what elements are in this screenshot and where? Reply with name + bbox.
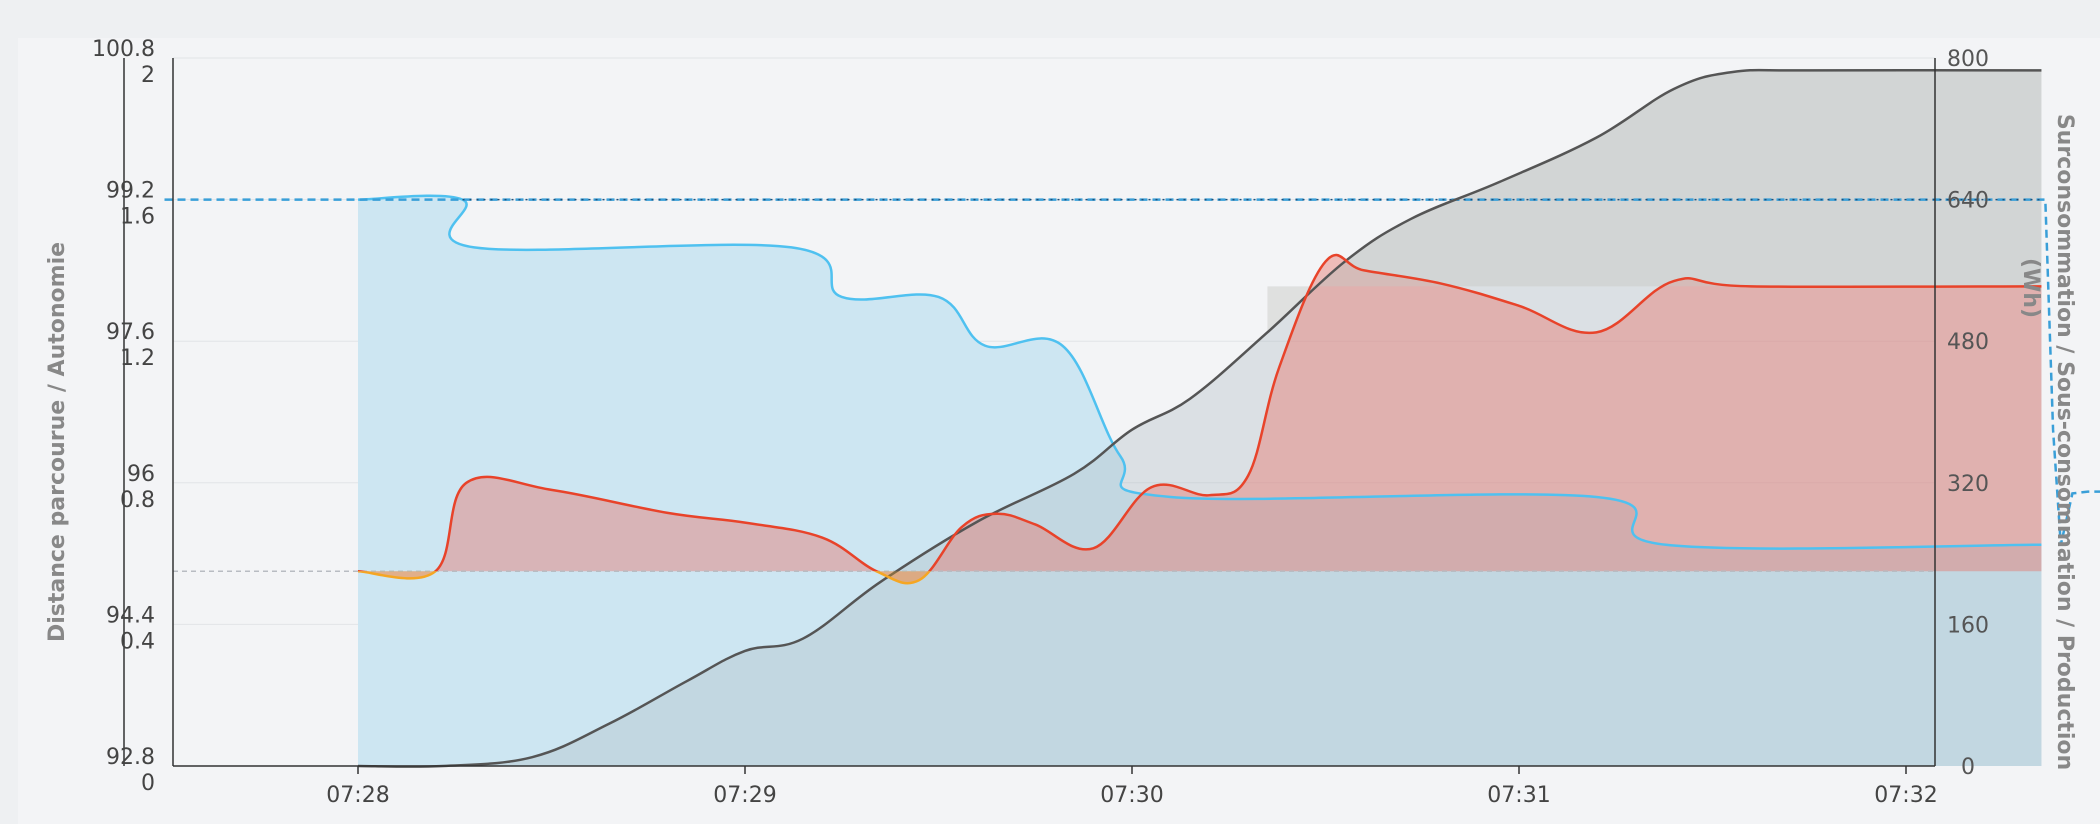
- production-area: [358, 70, 2042, 767]
- y-left-inner-tick-label: 1.6: [120, 205, 155, 230]
- y-left-inner-tick-label: 2: [141, 63, 155, 88]
- y-left-outer-tick-label: 97.6: [106, 320, 155, 345]
- y-left-axis-title: Distance parcourue / Autonomie: [45, 242, 70, 642]
- chart: 07:28 07:29 07:30 07:31 07:32 100.82 99.21.6 97…: [45, 38, 2100, 808]
- y-right-tick-label: 160: [1947, 613, 1989, 638]
- x-tick-label: 07:29: [713, 783, 776, 808]
- y-right-tick-label: 0: [1961, 755, 1975, 780]
- y-right-tick-label: 640: [1947, 189, 1989, 214]
- y-left-outer-tick-label: 96: [127, 462, 155, 487]
- production-upper-area: [1267, 70, 2042, 333]
- y-left-inner-tick-label: 0.8: [120, 488, 155, 513]
- y-right-axis-unit: (Wh): [2018, 258, 2043, 318]
- y-left-inner-tick-label: 0.4: [120, 629, 155, 654]
- production-line: [357, 68, 2042, 768]
- chart-container: 07:28 07:29 07:30 07:31 07:32 100.8 2 99.2 1.6 97…: [18, 38, 2100, 824]
- y-left-outer-tick-label: 94.4: [106, 603, 155, 628]
- sous-consommation-line: [357, 571, 931, 585]
- surconsommation-line: [358, 253, 2042, 572]
- y-left-inner-tick-label: 0: [141, 771, 155, 796]
- distance-dashed-line: [164, 198, 2100, 546]
- x-tick-label: 07:28: [326, 783, 389, 808]
- y-right-tick-label: 480: [1947, 330, 1989, 355]
- y-right-axis-title: Surconsommation / Sous-consommation / Pr…: [2052, 114, 2077, 770]
- x-tick-label: 07:30: [1100, 783, 1163, 808]
- y-right-tick-label: 800: [1947, 47, 1989, 72]
- autonomy-area: [358, 195, 2042, 767]
- y-left-outer-tick-label: 92.8: [106, 745, 155, 770]
- autonomy-line: [357, 194, 2042, 550]
- y-left-inner-tick-label: 1.2: [120, 346, 155, 371]
- x-tick-label: 07:32: [1874, 783, 1937, 808]
- y-left-outer-tick-label: 100.8: [92, 38, 155, 62]
- x-tick-label: 07:31: [1487, 783, 1550, 808]
- y-left-outer-tick-label: 99.2: [106, 179, 155, 204]
- y-right-tick-label: 320: [1947, 472, 1989, 497]
